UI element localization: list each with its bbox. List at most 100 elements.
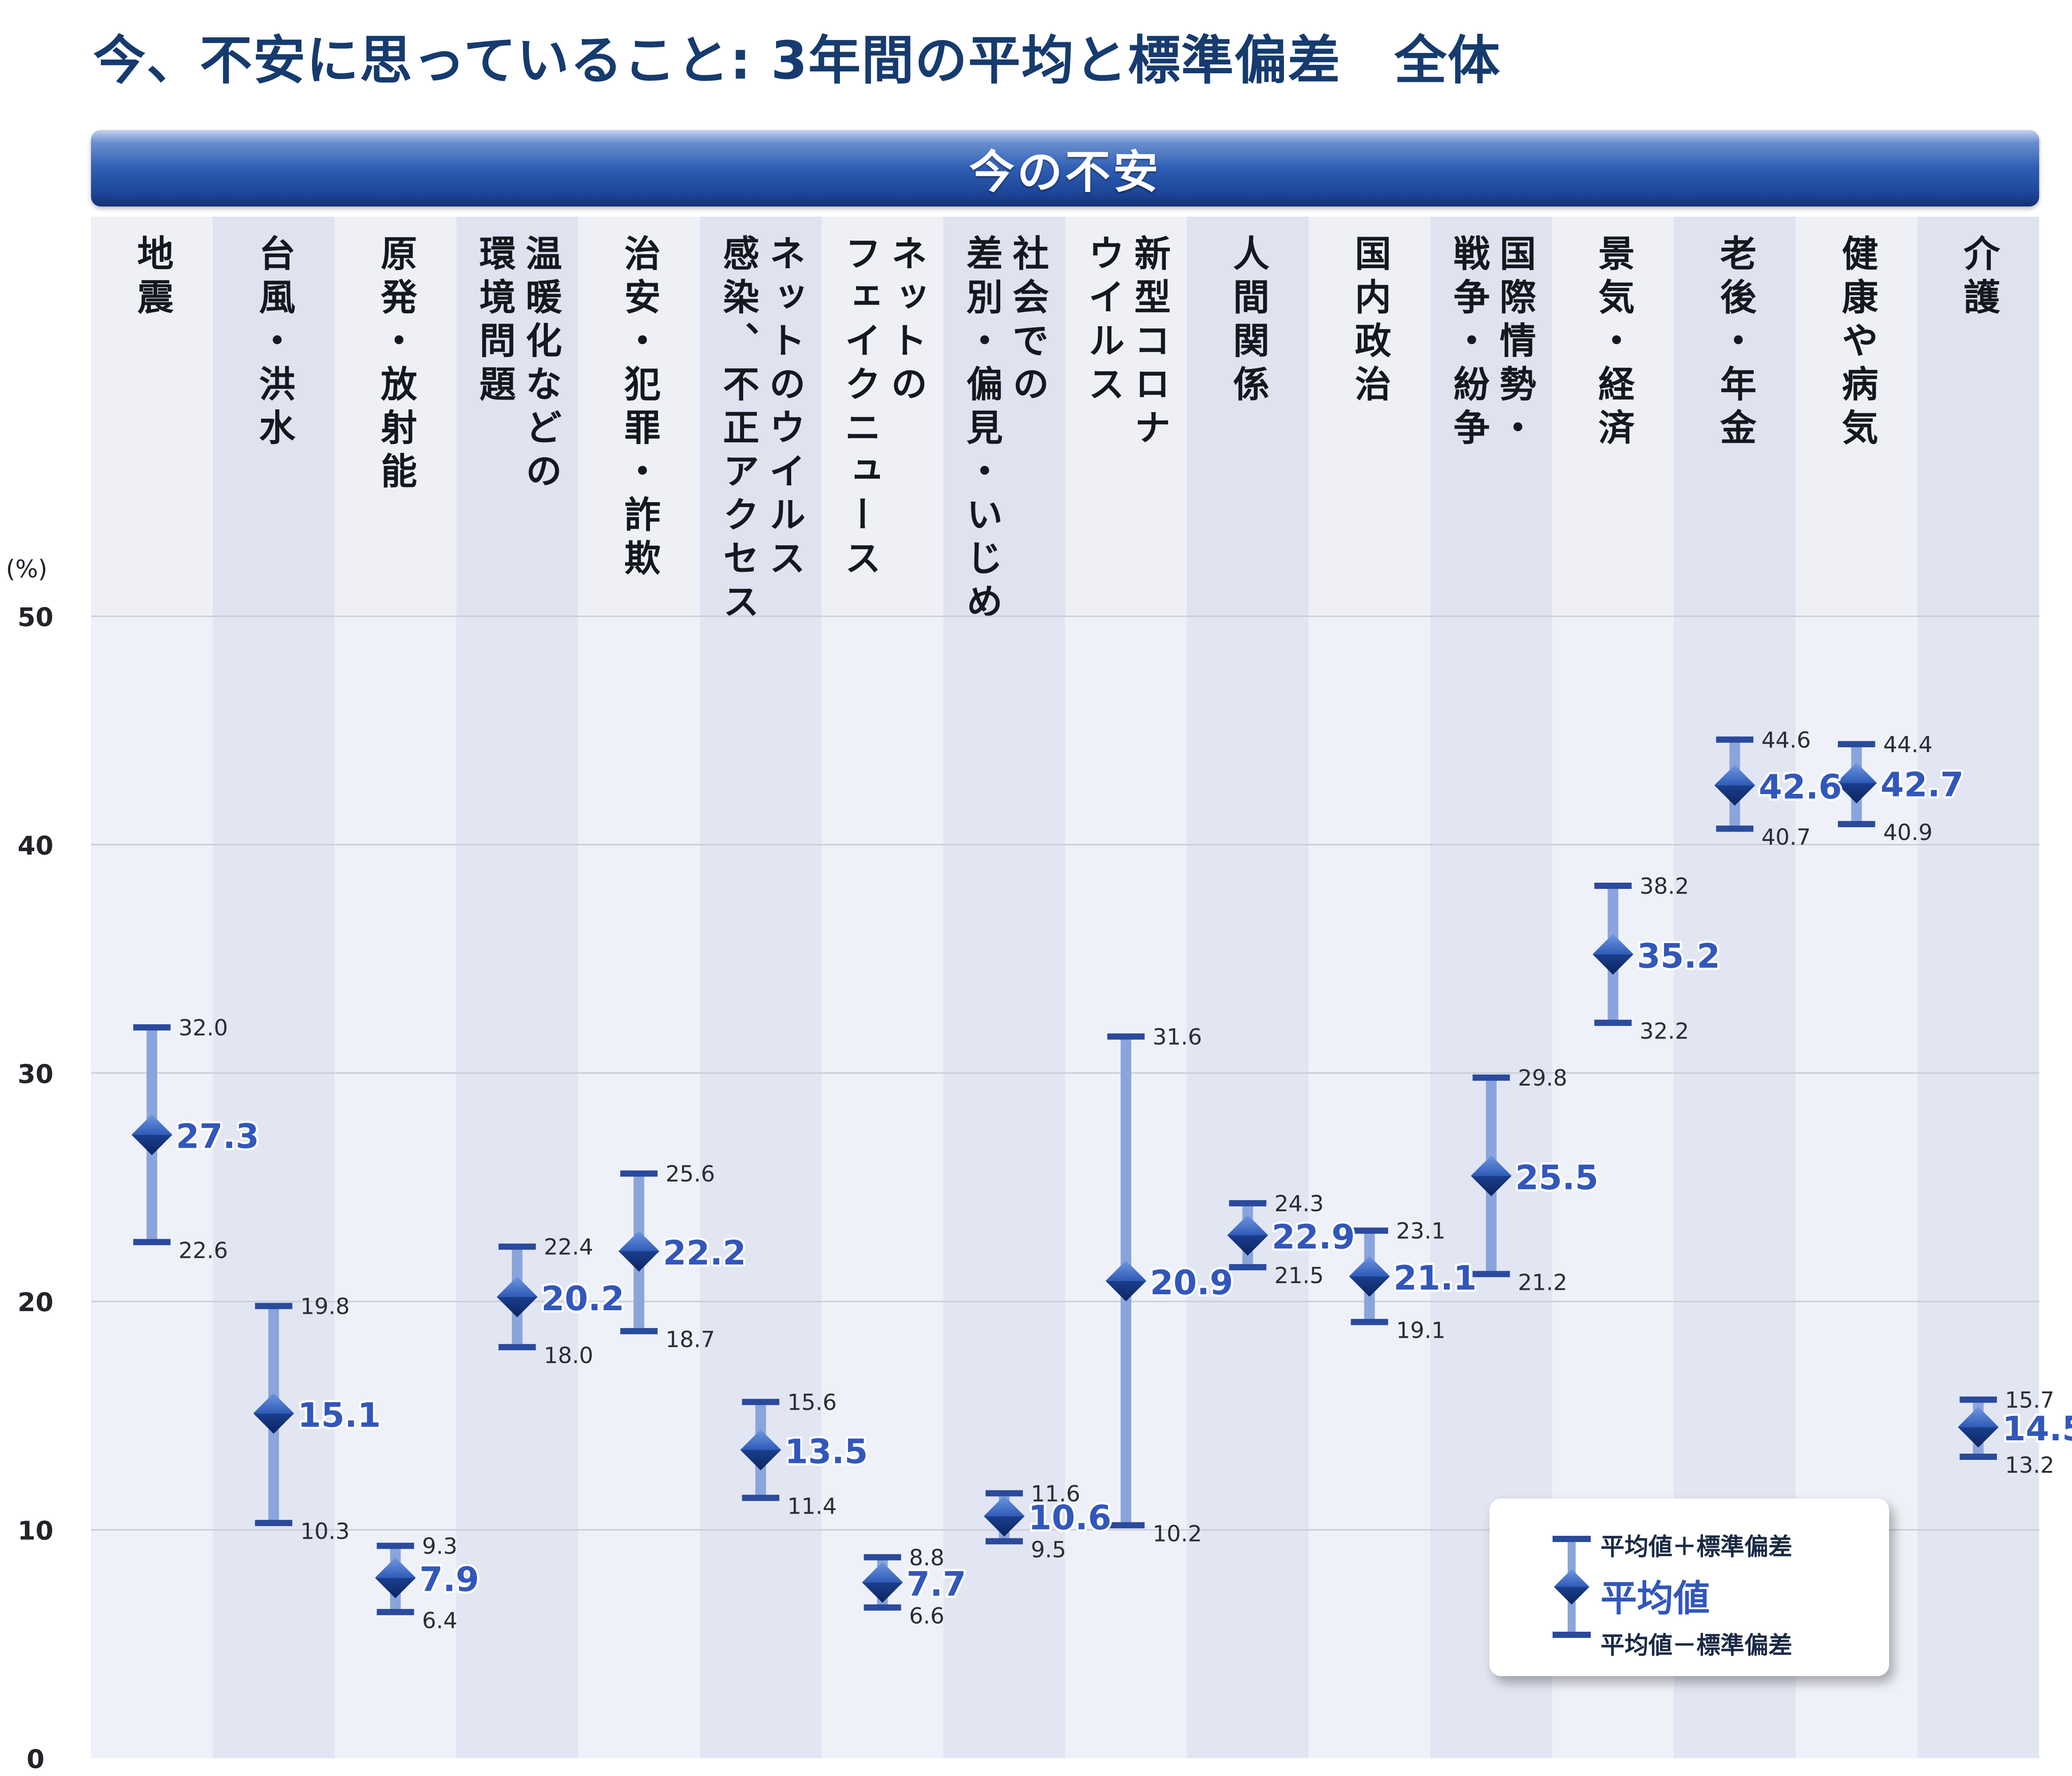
lower-cap [133, 1239, 171, 1245]
mean-marker-top [1593, 934, 1634, 955]
mean-value-label: 7.9 [420, 1560, 479, 1599]
lower-cap [1229, 1264, 1267, 1271]
category-label: 差別・偏見・いじめ [960, 234, 1002, 626]
mean-value-label: 22.9 [1272, 1217, 1355, 1257]
section-label: 今の不安 [969, 146, 1161, 199]
header-cell [334, 217, 456, 616]
category-label: フェイクニュース [838, 234, 880, 583]
upper-value-label: 15.7 [2005, 1387, 2054, 1413]
upper-cap [1107, 1033, 1145, 1040]
header-cell [1795, 217, 1917, 616]
lower-cap [1107, 1522, 1145, 1529]
upper-value-label: 32.0 [178, 1015, 228, 1041]
mean-marker-top [1836, 762, 1877, 783]
lower-cap [376, 1609, 414, 1615]
chart-title: 今、不安に思っていること: 3年間の平均と標準偏差 全体 [93, 30, 1501, 91]
category-label: 治安・犯罪・詐欺 [618, 234, 661, 583]
lower-cap [1594, 1019, 1632, 1026]
plot-column [1187, 616, 1309, 1758]
mean-value-label: 25.5 [1515, 1158, 1599, 1197]
mean-value-label: 27.3 [176, 1117, 259, 1156]
category-label: 老後・年金 [1714, 234, 1757, 452]
mean-marker-top [131, 1114, 173, 1135]
category-label: 人間関係 [1227, 234, 1269, 408]
mean-value-label: 42.7 [1881, 765, 1964, 805]
category-label: ネットの [884, 234, 927, 408]
lower-cap [1716, 825, 1754, 832]
header-cell [91, 217, 213, 616]
lower-cap [498, 1344, 536, 1351]
mean-marker [618, 1251, 660, 1272]
legend-lower-label: 平均値－標準偏差 [1601, 1631, 1792, 1659]
plot-column [700, 616, 822, 1758]
upper-value-label: 11.6 [1031, 1481, 1080, 1506]
category-label: 温暖化などの [519, 234, 561, 496]
mean-value-label: 10.6 [1028, 1498, 1112, 1538]
mean-marker [496, 1296, 538, 1317]
mean-value-label: 14.5 [2002, 1409, 2072, 1448]
plot-column [1308, 616, 1430, 1758]
upper-value-label: 15.6 [787, 1390, 836, 1415]
lower-value-label: 21.2 [1518, 1269, 1567, 1295]
upper-cap [620, 1170, 658, 1177]
lower-cap [985, 1538, 1023, 1545]
legend: 平均値＋標準偏差 平均値 平均値－標準偏差 [1490, 1498, 1889, 1676]
mean-marker-top [618, 1231, 660, 1252]
header-cell [943, 217, 1065, 616]
mean-marker [1349, 1276, 1390, 1297]
upper-value-label: 29.8 [1518, 1065, 1567, 1091]
mean-value-label: 22.2 [663, 1233, 746, 1273]
mean-marker-top [1470, 1155, 1512, 1176]
lower-value-label: 18.0 [544, 1343, 593, 1368]
mean-value-label: 7.7 [907, 1564, 967, 1604]
category-label: 国際情勢・ [1493, 234, 1536, 452]
category-label: 介護 [1957, 234, 2000, 321]
lower-value-label: 40.9 [1883, 820, 1933, 845]
header-cell [1917, 217, 2039, 616]
upper-cap [376, 1542, 414, 1549]
lower-cap [1351, 1319, 1388, 1325]
mean-value-label: 21.1 [1394, 1258, 1477, 1298]
upper-cap [864, 1554, 901, 1561]
y-tick-label: 50 [18, 602, 54, 632]
lower-value-label: 32.2 [1640, 1019, 1689, 1044]
header-cell [1187, 217, 1309, 616]
lower-cap [1472, 1271, 1510, 1277]
y-tick-label: 20 [18, 1287, 54, 1317]
upper-value-label: 22.4 [544, 1234, 593, 1260]
mean-value-label: 42.6 [1759, 767, 1842, 807]
category-label: ウイルス [1082, 234, 1124, 408]
lower-cap [742, 1495, 780, 1501]
upper-cap [498, 1243, 536, 1250]
header-cell [821, 217, 943, 616]
category-label: 新型コロナ [1128, 234, 1170, 452]
mean-marker-top [253, 1393, 294, 1414]
mean-marker-top [862, 1562, 903, 1582]
lower-value-label: 18.7 [666, 1327, 715, 1352]
upper-cap [255, 1303, 293, 1309]
header-cell [578, 217, 700, 616]
mean-marker [740, 1450, 781, 1471]
header-cell [1430, 217, 1552, 616]
y-tick-label: 40 [18, 830, 54, 860]
mean-marker [375, 1578, 416, 1598]
mean-marker [1470, 1176, 1512, 1197]
upper-cap [985, 1490, 1023, 1497]
category-label: 社会での [1006, 234, 1049, 408]
lower-cap [1959, 1453, 1997, 1460]
category-label: 環境問題 [473, 234, 515, 408]
mean-marker [131, 1134, 173, 1155]
header-cell [1674, 217, 1796, 616]
upper-cap [1838, 741, 1875, 748]
section-banner: 今の不安 [91, 130, 2039, 206]
upper-value-label: 23.1 [1396, 1218, 1446, 1244]
category-label: ネットのウイルス [763, 234, 805, 583]
header-cell [456, 217, 578, 616]
lower-value-label: 10.3 [300, 1518, 349, 1544]
y-tick-label: 30 [18, 1059, 54, 1089]
lower-value-label: 22.6 [178, 1237, 228, 1263]
y-axis-unit: (%) [6, 555, 47, 583]
mean-marker-top [740, 1429, 781, 1450]
category-label: 戦争・紛争 [1447, 234, 1489, 452]
mean-marker-top [375, 1557, 416, 1578]
